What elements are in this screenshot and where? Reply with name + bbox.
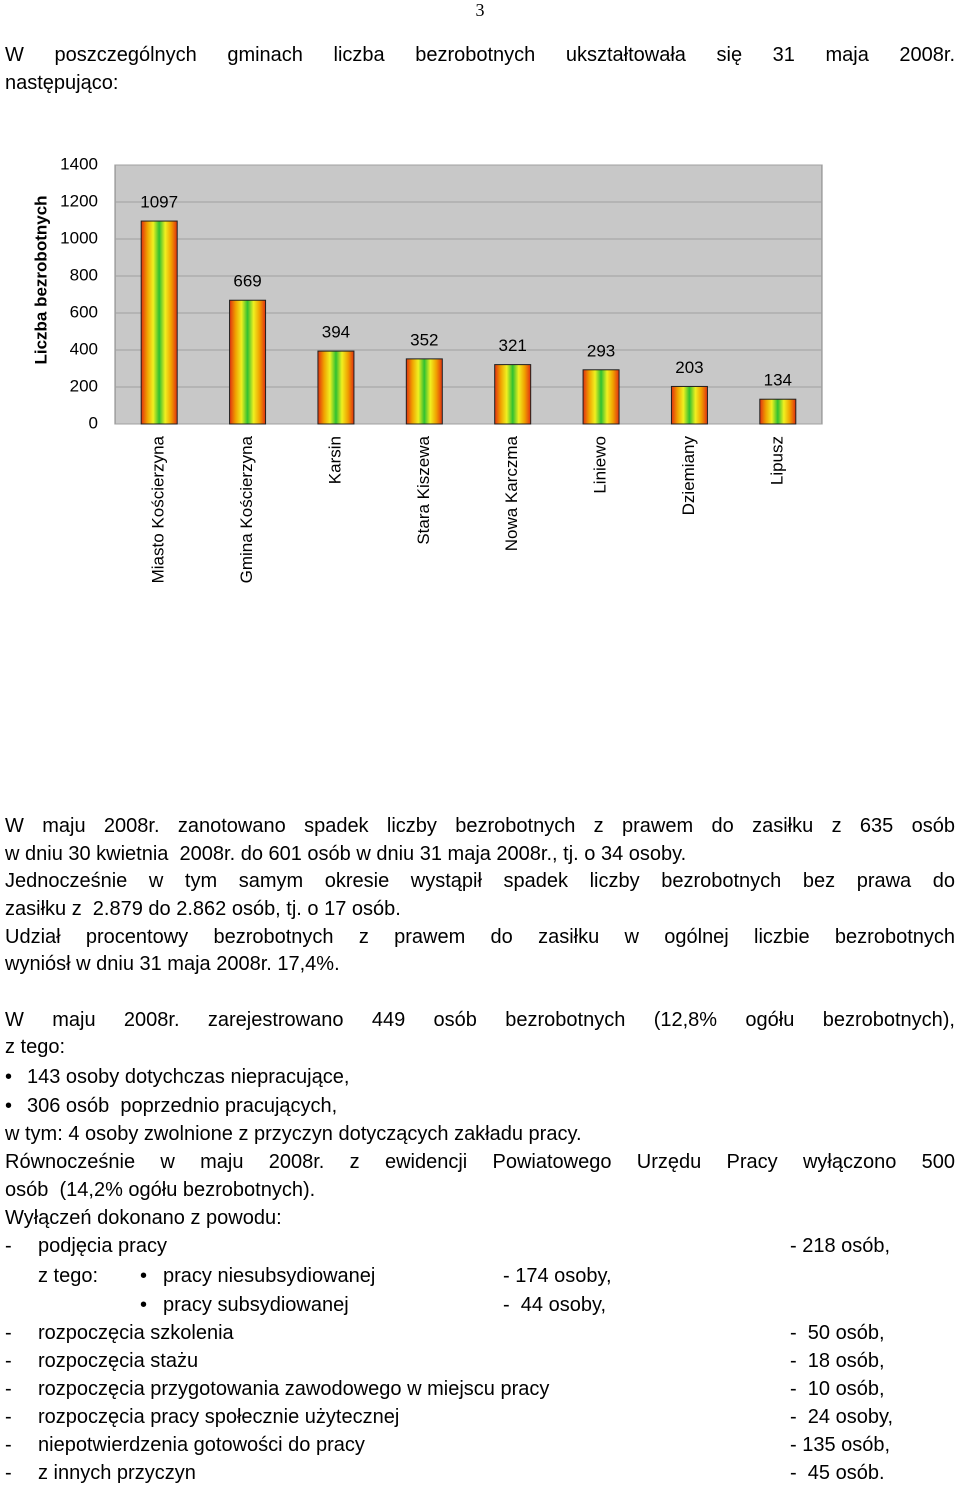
bar: [317, 350, 355, 425]
sub-prefix: z tego:: [38, 1265, 99, 1287]
page-number: 3: [475, 0, 485, 20]
y-tick-label: 1400: [60, 154, 98, 173]
y-tick-label: 1000: [60, 228, 98, 247]
x-tick-label: Karsin: [325, 436, 344, 484]
reason-value: - 24 osoby,: [790, 1406, 894, 1428]
value-label: 669: [233, 272, 261, 291]
bullet: •: [140, 1265, 148, 1287]
text-line: Udział procentowy bezrobotnych z prawem …: [5, 926, 955, 948]
reason-label: pracy subsydiowanej: [163, 1294, 349, 1316]
value-label: 1097: [140, 193, 178, 212]
text-line: Jednocześnie w tym samym okresie wystąpi…: [5, 870, 955, 892]
reason-value: - 174 osoby,: [503, 1265, 612, 1287]
text-line: w dniu 30 kwietnia 2008r. do 601 osób w …: [5, 843, 687, 865]
bullet: •: [140, 1294, 148, 1316]
value-label: 352: [410, 330, 438, 349]
x-tick-label: Miasto Kościerzyna: [149, 435, 168, 583]
value-label: 394: [322, 323, 350, 342]
bullet-item: 143 osoby dotychczas niepracujące,: [5, 1065, 349, 1089]
bar: [494, 364, 532, 425]
value-label: 321: [499, 336, 527, 355]
reason-value: - 45 osób.: [790, 1462, 885, 1484]
dash: -: [5, 1378, 12, 1400]
y-tick-label: 200: [70, 376, 98, 395]
value-label: 203: [675, 358, 703, 377]
reason-label: rozpoczęcia pracy społecznie użytecznej: [38, 1406, 400, 1428]
text-line: Równocześnie w maju 2008r. z ewidencji P…: [5, 1151, 955, 1173]
text-line: W maju 2008r. zanotowano spadek liczby b…: [5, 815, 955, 837]
dash: -: [5, 1350, 12, 1372]
text-line: zasiłku z 2.879 do 2.862 osób, tj. o 17 …: [5, 898, 401, 920]
x-tick-label: Lipusz: [767, 436, 786, 485]
reason-label: rozpoczęcia stażu: [38, 1350, 199, 1372]
text-line: z tego:: [5, 1036, 66, 1058]
reason-label: rozpoczęcia przygotowania zawodowego w m…: [38, 1378, 550, 1400]
plot-area: [114, 164, 823, 425]
x-tick-label: Stara Kiszewa: [414, 435, 433, 544]
y-tick-label: 600: [70, 302, 98, 321]
bar: [670, 385, 708, 425]
reason-value: - 135 osób,: [790, 1434, 891, 1456]
reason-value: - 44 osoby,: [503, 1294, 607, 1316]
chart: Liczba bezrobotnych 0 200 400 600 800 1000 120…: [31, 154, 823, 583]
text-line: W poszczególnych gminach liczba bezrobot…: [5, 44, 955, 66]
bar: [405, 358, 443, 425]
reason-value: - 18 osób,: [790, 1350, 885, 1372]
text-line: osób (14,2% ogółu bezrobotnych).: [5, 1179, 316, 1201]
text-line: W maju 2008r. zarejestrowano 449 osób be…: [5, 1009, 955, 1031]
y-tick-label: 400: [70, 339, 98, 358]
text-line: w tym: 4 osoby zwolnione z przyczyn doty…: [5, 1123, 582, 1145]
reason-value: - 10 osób,: [790, 1378, 885, 1400]
text-line: wyniósł w dniu 31 maja 2008r. 17,4%.: [5, 953, 340, 975]
text-line: Wyłączeń dokonano z powodu:: [5, 1207, 282, 1229]
value-label: 293: [587, 341, 615, 360]
reason-value: - 218 osób,: [790, 1235, 891, 1257]
x-tick-label: Dziemiany: [679, 436, 698, 516]
dash: -: [5, 1434, 12, 1456]
bar: [140, 220, 178, 425]
bar: [229, 299, 267, 425]
dash: -: [5, 1406, 12, 1428]
text-line: następująco:: [5, 72, 119, 94]
bar: [582, 369, 620, 425]
x-tick-label: Liniewo: [591, 436, 610, 494]
reason-label: rozpoczęcia szkolenia: [38, 1322, 234, 1344]
dash: -: [5, 1322, 12, 1344]
x-tick-label: Gmina Kościerzyna: [237, 435, 256, 583]
reason-label: z innych przyczyn: [38, 1462, 196, 1484]
y-tick-label: 0: [89, 413, 98, 432]
y-tick-label: 1200: [60, 191, 98, 210]
reason-label: niepotwierdzenia gotowości do pracy: [38, 1434, 365, 1456]
x-tick-label: Nowa Karczma: [502, 435, 521, 551]
value-label: 134: [764, 371, 792, 390]
bar: [759, 398, 797, 425]
dash: -: [5, 1235, 12, 1257]
reason-value: - 50 osób,: [790, 1322, 885, 1344]
y-axis-label: Liczba bezrobotnych: [31, 195, 50, 364]
y-tick-label: 800: [70, 265, 98, 284]
bullet-item: 306 osób poprzednio pracujących,: [5, 1094, 337, 1118]
dash: -: [5, 1462, 12, 1484]
reason-label: podjęcia pracy: [38, 1235, 167, 1257]
reason-label: pracy niesubsydiowanej: [163, 1265, 376, 1287]
